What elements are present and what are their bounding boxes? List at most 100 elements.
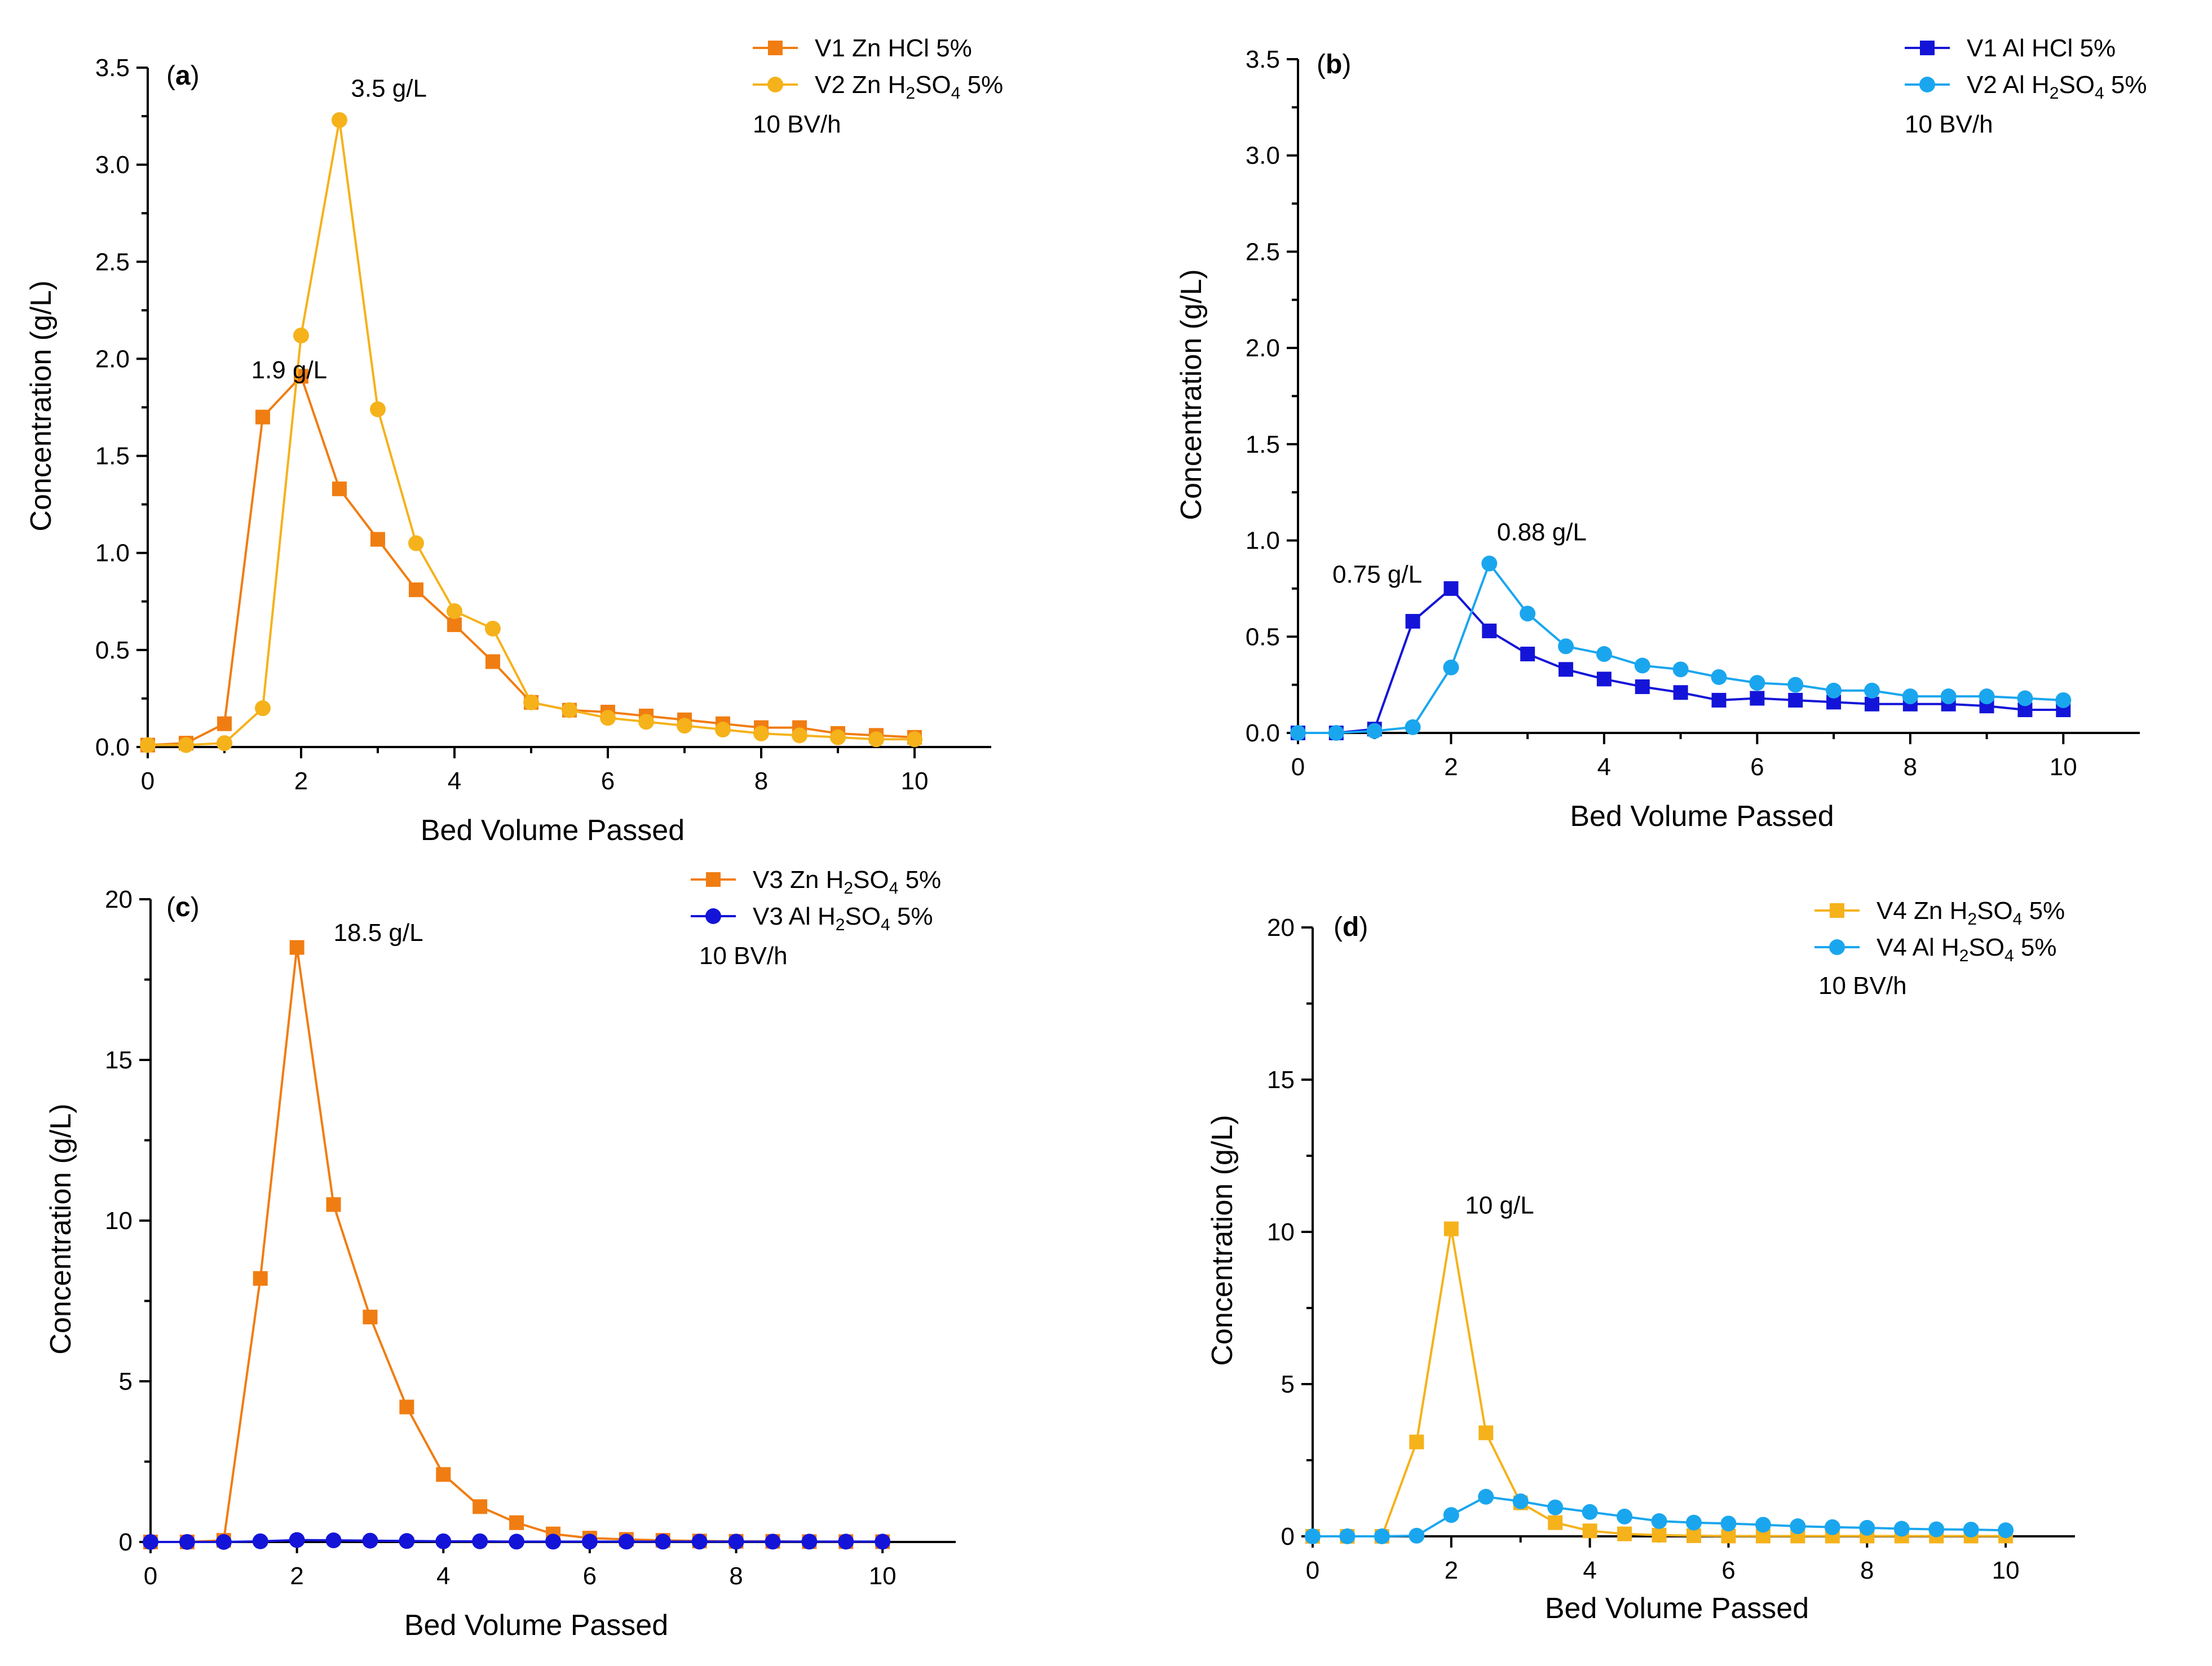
x-tick-label: 0 — [1291, 753, 1305, 781]
y-tick-label: 2.0 — [95, 345, 130, 373]
data-point-s1-5 — [326, 1197, 341, 1212]
data-point-s2-7 — [408, 535, 424, 551]
y-tick-label: 1.0 — [95, 540, 130, 567]
x-tick-label: 8 — [1904, 753, 1917, 781]
y-tick-label: 1.0 — [1246, 527, 1280, 555]
x-axis-title: Bed Volume Passed — [1545, 1592, 1809, 1625]
data-point-s2-19 — [2017, 690, 2033, 706]
legend-label: V3 Al H2SO4 5% — [753, 903, 933, 934]
x-tick-label: 2 — [290, 1562, 303, 1590]
legend-label: V2 Zn H2SO4 5% — [815, 71, 1003, 103]
data-point-s2-8 — [435, 1533, 452, 1549]
data-point-s2-18 — [1979, 688, 1995, 705]
x-tick-label: 6 — [1750, 753, 1764, 781]
data-point-s2-11 — [1686, 1514, 1702, 1531]
chart-panel-1: 0 2 4 6 8 10 0.0 0.5 1.0 1.5 2.0 2.5 3.0 3.5 Bed Volum… — [25, 34, 1003, 847]
x-tick-label: 6 — [601, 767, 615, 795]
data-point-s1-8 — [436, 1467, 451, 1482]
legend-label: V4 Zn H2SO4 5% — [1877, 897, 2065, 929]
data-point-s2-12 — [1749, 675, 1765, 691]
x-tick-label: 2 — [1445, 1557, 1458, 1584]
data-point-s2-6 — [362, 1532, 378, 1549]
data-point-s2-20 — [2055, 692, 2072, 708]
data-point-s2-0 — [140, 737, 156, 753]
x-tick-label: 2 — [1444, 753, 1458, 781]
legend-marker-square — [706, 872, 721, 887]
data-point-s2-4 — [293, 328, 309, 344]
series-line-1 — [147, 374, 915, 746]
x-tick-label: 10 — [869, 1562, 897, 1590]
data-point-s2-9 — [472, 1533, 488, 1549]
panel-label: (b) — [1317, 50, 1351, 79]
y-tick-label: 10 — [1267, 1218, 1295, 1246]
data-point-s2-0 — [1305, 1528, 1321, 1544]
data-point-s2-5 — [1481, 555, 1498, 572]
flow-rate-label: 10 BV/h — [1818, 972, 1907, 1000]
data-point-s1-9 — [485, 654, 500, 669]
data-point-s1-15 — [1864, 696, 1879, 712]
data-point-s2-15 — [715, 722, 731, 738]
data-point-s2-5 — [332, 112, 347, 128]
x-tick-label: 8 — [729, 1562, 743, 1590]
data-point-s2-19 — [838, 1534, 854, 1550]
data-point-s2-13 — [638, 714, 654, 730]
data-point-s2-12 — [600, 710, 616, 726]
data-point-s2-8 — [447, 603, 462, 619]
y-tick-label: 1.5 — [1246, 431, 1280, 458]
data-point-s1-11 — [1711, 692, 1727, 708]
data-point-s2-3 — [1409, 1527, 1425, 1544]
data-point-s1-9 — [1635, 679, 1650, 695]
data-point-s2-11 — [562, 702, 577, 718]
data-point-s2-15 — [691, 1534, 708, 1550]
data-point-s1-4 — [1443, 1221, 1459, 1236]
legend-marker-circle — [1919, 77, 1935, 92]
y-tick-label: 15 — [105, 1046, 133, 1074]
data-point-s2-20 — [907, 731, 922, 748]
data-point-s2-4 — [289, 1532, 305, 1548]
panel-label: (c) — [166, 892, 200, 922]
x-tick-label: 8 — [1860, 1557, 1874, 1584]
data-point-s1-12 — [1750, 691, 1765, 706]
data-point-s2-10 — [523, 694, 539, 710]
data-point-s1-3 — [1409, 1434, 1424, 1450]
legend-label: V3 Zn H2SO4 5% — [753, 866, 941, 898]
flow-rate-label: 10 BV/h — [753, 111, 841, 138]
data-point-s2-5 — [325, 1532, 342, 1549]
data-point-s1-11 — [1686, 1528, 1701, 1543]
data-point-s2-1 — [1328, 725, 1344, 741]
legend-label: V2 Al H2SO4 5% — [1967, 71, 2147, 103]
data-point-s2-8 — [1596, 646, 1612, 662]
panel-label: (d) — [1334, 912, 1368, 942]
data-point-s1-4 — [1443, 581, 1459, 596]
x-tick-label: 10 — [901, 767, 929, 795]
y-tick-label: 1.5 — [95, 443, 130, 470]
data-point-s1-13 — [1788, 692, 1803, 708]
data-point-s1-3 — [253, 1271, 268, 1286]
data-point-s1-9 — [473, 1499, 488, 1514]
y-tick-label: 3.5 — [1246, 46, 1280, 73]
y-tick-label: 3.0 — [1246, 142, 1280, 170]
data-point-s1-7 — [1558, 662, 1574, 677]
data-point-s2-16 — [1902, 688, 1918, 705]
data-point-s2-20 — [875, 1534, 891, 1550]
y-axis-title: Concentration (g/L) — [45, 1103, 77, 1354]
legend-marker-square — [1920, 41, 1935, 55]
data-point-s2-17 — [1893, 1521, 1910, 1537]
data-point-s2-13 — [1755, 1517, 1771, 1533]
data-point-s2-6 — [1512, 1493, 1529, 1509]
data-point-s2-1 — [179, 1534, 195, 1550]
y-tick-label: 2.5 — [95, 248, 130, 276]
x-tick-label: 0 — [1306, 1557, 1319, 1584]
peak-annotation: 1.9 g/L — [251, 356, 328, 384]
data-point-s2-16 — [728, 1534, 744, 1550]
y-tick-label: 0.0 — [1246, 719, 1280, 747]
y-axis-title: Concentration (g/L) — [1175, 269, 1208, 520]
data-point-s1-8 — [447, 617, 462, 633]
x-tick-label: 6 — [1721, 1557, 1735, 1584]
data-point-s1-7 — [1548, 1515, 1563, 1530]
data-point-s1-6 — [1520, 647, 1535, 662]
x-tick-label: 0 — [144, 1562, 157, 1590]
data-point-s2-16 — [753, 725, 769, 741]
x-tick-label: 2 — [294, 767, 308, 795]
data-point-s2-6 — [1520, 606, 1536, 622]
